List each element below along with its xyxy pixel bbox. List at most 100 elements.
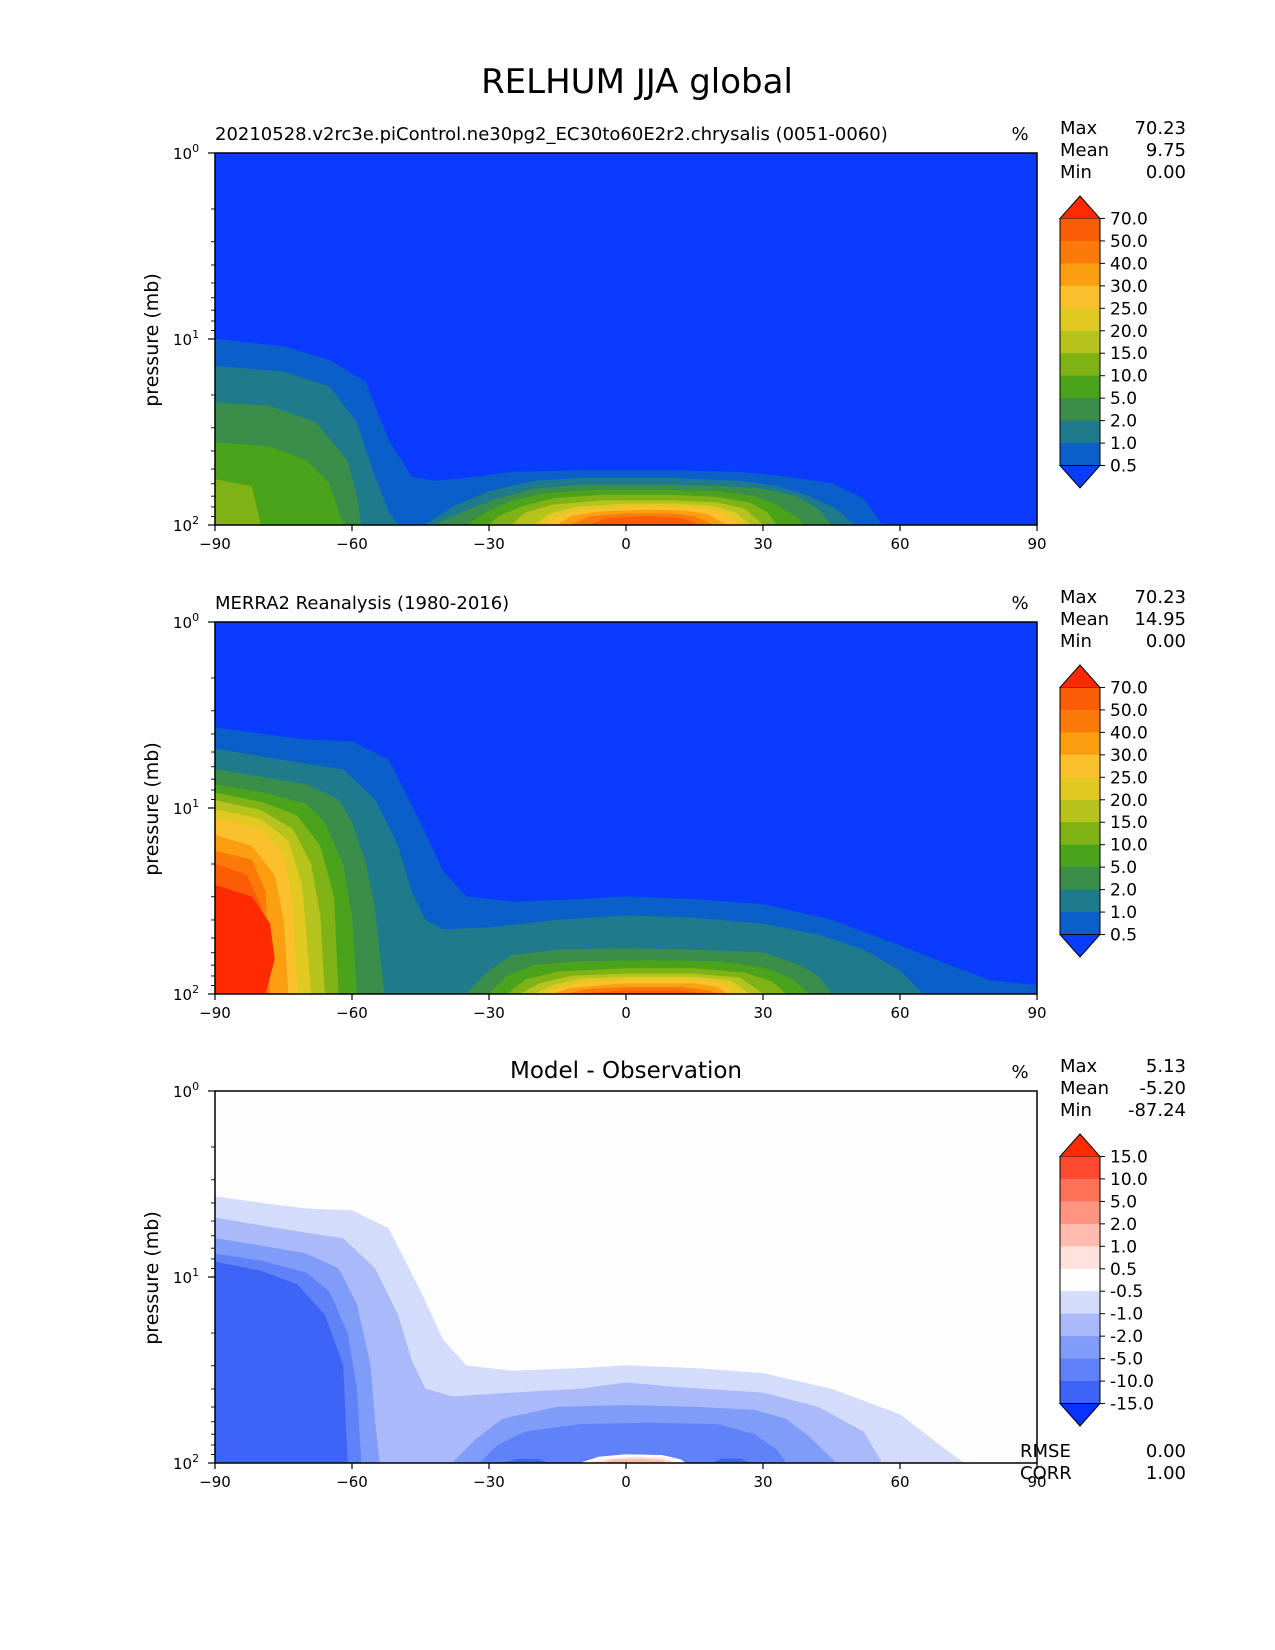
colorbar-outline — [1059, 687, 1101, 935]
stat-max-value: 70.23 — [1134, 587, 1186, 608]
colorbar-label: 5.0 — [1110, 858, 1137, 878]
stat-mean-value: 14.95 — [1134, 609, 1186, 630]
colorbar-label: -2.0 — [1110, 1327, 1143, 1347]
colorbar-label: 0.5 — [1110, 1260, 1137, 1280]
colorbar-segment — [1060, 867, 1100, 891]
contour-level-2 — [215, 1253, 787, 1463]
rmse-label: RMSE — [1020, 1441, 1071, 1462]
colorbar-label: 15.0 — [1110, 813, 1148, 833]
colorbar-label: 0.5 — [1110, 926, 1137, 946]
colorbar: -15.0 -10.0-5.0 -2.0-1.0 -0.50.5 1.02.0 5.010… — [1058, 1133, 1154, 1427]
colorbar-segment — [1060, 240, 1100, 264]
panel-title: MERRA2 Reanalysis (1980-2016) — [215, 593, 509, 614]
stat-min-value: 0.00 — [1146, 162, 1186, 183]
stat-min-label: Min — [1060, 631, 1092, 652]
y-axis-label: pressure (mb) — [141, 1211, 163, 1345]
x-tick-label: 60 — [890, 1473, 909, 1491]
x-tick-label: −90 — [199, 1473, 231, 1491]
panel-units: % — [1011, 124, 1028, 145]
colorbar-segment — [1060, 709, 1100, 733]
contour-level-12 — [215, 884, 275, 994]
contour-level-2 — [215, 365, 855, 525]
colorbar-outline — [1059, 1156, 1101, 1404]
colorbar-label: 15.0 — [1110, 344, 1148, 364]
stat-mean-label: Mean — [1060, 140, 1109, 161]
colorbar-label: 0.5 — [1110, 457, 1137, 477]
colorbar-label: -15.0 — [1110, 1395, 1154, 1415]
x-tick-label: −60 — [336, 1473, 368, 1491]
rmse-value: 0.00 — [1146, 1441, 1186, 1462]
colorbar-segment — [1060, 1313, 1100, 1337]
x-tick-label: 30 — [753, 535, 772, 553]
stat-max-label: Max — [1060, 587, 1098, 608]
colorbar-label: 25.0 — [1110, 299, 1148, 319]
panel-title: 20210528.v2rc3e.piControl.ne30pg2_EC30to… — [215, 124, 888, 145]
contour-level-11 — [589, 516, 700, 525]
colorbar-segment — [1060, 1201, 1100, 1225]
colorbar-label: -5.0 — [1110, 1350, 1143, 1370]
colorbar-label: 30.0 — [1110, 746, 1148, 766]
colorbar-segment — [1060, 263, 1100, 287]
contour-level-1 — [215, 1261, 348, 1463]
colorbar-extend-bottom — [1058, 934, 1102, 958]
contour-level-1 — [502, 1458, 549, 1463]
colorbar-label: 1.0 — [1110, 434, 1137, 454]
colorbar-segment — [1060, 1246, 1100, 1270]
colorbar-segment — [1060, 1381, 1100, 1405]
panel-units: % — [1011, 1062, 1028, 1083]
corr-value: 1.00 — [1146, 1463, 1186, 1484]
colorbar-segment — [1060, 285, 1100, 309]
colorbar-label: 10.0 — [1110, 367, 1148, 387]
corr-label: CORR — [1020, 1463, 1072, 1484]
x-tick-label: 90 — [1027, 535, 1046, 553]
x-tick-label: −90 — [199, 535, 231, 553]
colorbar-segment — [1060, 889, 1100, 913]
colorbar-segment — [1060, 732, 1100, 756]
y-axis-label: pressure (mb) — [141, 742, 163, 876]
stat-max-label: Max — [1060, 118, 1098, 139]
colorbar-label: 2.0 — [1110, 881, 1137, 901]
colorbar-label: 40.0 — [1110, 254, 1148, 274]
contour-fields — [215, 1091, 1037, 1463]
x-tick-label: 30 — [753, 1004, 772, 1022]
stat-max-value: 70.23 — [1134, 118, 1186, 139]
colorbar-label: 10.0 — [1110, 836, 1148, 856]
stat-min-value: 0.00 — [1146, 631, 1186, 652]
colorbar-segment — [1060, 799, 1100, 823]
colorbar-segment — [1060, 687, 1100, 711]
colorbar-segment — [1060, 1223, 1100, 1247]
colorbar: 0.5 1.02.0 5.010.0 15.020.0 25.030.0 40.050.0… — [1058, 664, 1148, 958]
colorbar-segment — [1060, 1358, 1100, 1382]
colorbar-label: 25.0 — [1110, 768, 1148, 788]
colorbar-label: 70.0 — [1110, 209, 1148, 229]
y-axis-label: pressure (mb) — [141, 273, 163, 407]
stat-mean-label: Mean — [1060, 609, 1109, 630]
colorbar-segment — [1060, 912, 1100, 936]
colorbar-label: -1.0 — [1110, 1305, 1143, 1325]
x-tick-label: −60 — [336, 1004, 368, 1022]
colorbar-segment — [1060, 375, 1100, 399]
stat-max-label: Max — [1060, 1056, 1098, 1077]
colorbar-label: -0.5 — [1110, 1282, 1143, 1302]
colorbar-segment — [1060, 398, 1100, 422]
x-tick-label: −30 — [473, 535, 505, 553]
panel-difference: Model - Observation % Max 5.13 Mean -5.2… — [141, 1056, 1186, 1491]
colorbar-segment — [1060, 330, 1100, 354]
colorbar-segment — [1060, 1336, 1100, 1360]
stat-min-value: -87.24 — [1128, 1100, 1186, 1121]
colorbar-label: 10.0 — [1110, 1170, 1148, 1190]
colorbar-label: 50.0 — [1110, 701, 1148, 721]
contour-level-4 — [215, 1217, 883, 1463]
panel-units: % — [1011, 593, 1028, 614]
panel-title: Model - Observation — [510, 1058, 742, 1084]
colorbar-segment — [1060, 420, 1100, 444]
colorbar-segment — [1060, 218, 1100, 242]
x-tick-label: 90 — [1027, 1004, 1046, 1022]
colorbar-segment — [1060, 1178, 1100, 1202]
colorbar-segment — [1060, 822, 1100, 846]
colorbar: 0.5 1.02.0 5.010.0 15.020.0 25.030.0 40.050.0… — [1058, 195, 1148, 489]
contour-level-3 — [215, 769, 832, 994]
stat-mean-label: Mean — [1060, 1078, 1109, 1099]
